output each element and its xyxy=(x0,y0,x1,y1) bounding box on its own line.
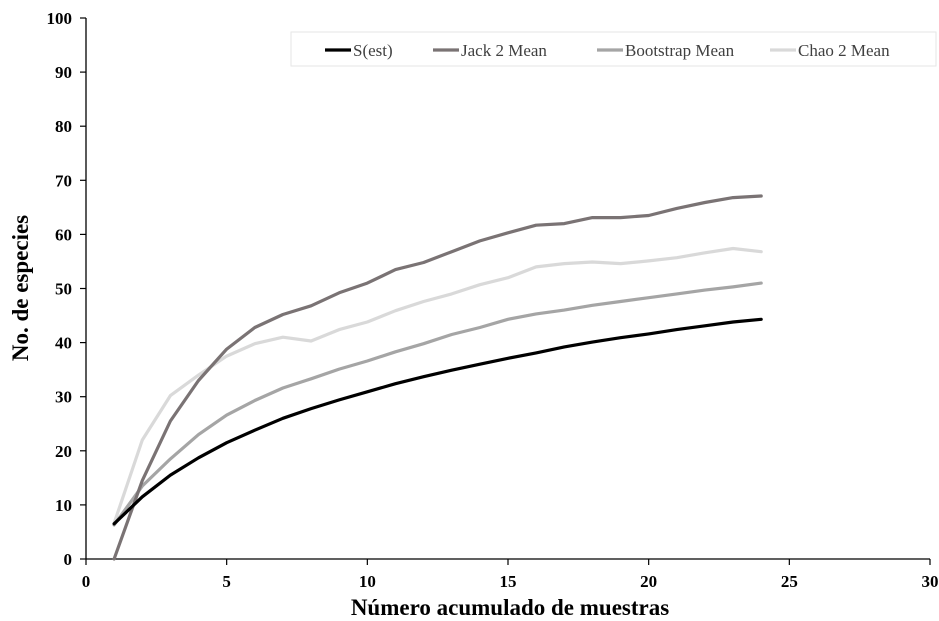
y-tick-label: 20 xyxy=(55,442,72,461)
series-lines xyxy=(112,194,763,561)
x-tick-label: 0 xyxy=(82,572,91,591)
y-tick-label: 100 xyxy=(47,9,73,28)
series-line-s-est xyxy=(112,317,763,526)
y-tick-label: 0 xyxy=(64,550,73,569)
axes: 0 10 20 30 40 50 60 70 80 90 100 0 5 10 15 20 25 30 xyxy=(47,9,939,591)
legend-label: S(est) xyxy=(353,41,393,60)
x-tick-label: 5 xyxy=(222,572,231,591)
series-line-chao-2-mean xyxy=(112,246,763,525)
y-tick-label: 90 xyxy=(55,63,72,82)
x-axis-title: Número acumulado de muestras xyxy=(351,595,669,620)
x-tick-label: 10 xyxy=(359,572,376,591)
y-tick-label: 50 xyxy=(55,280,72,299)
y-tick-label: 80 xyxy=(55,117,72,136)
x-tick-label: 30 xyxy=(922,572,939,591)
y-tick-label: 30 xyxy=(55,388,72,407)
y-axis-title: No. de especies xyxy=(8,215,33,361)
legend-label: Jack 2 Mean xyxy=(461,41,547,60)
series-line-bootstrap-mean xyxy=(112,281,763,527)
y-tick-label: 70 xyxy=(55,171,72,190)
x-tick-label: 15 xyxy=(500,572,517,591)
series-line-jack-2-mean xyxy=(112,194,763,561)
y-tick-label: 40 xyxy=(55,334,72,353)
y-tick-label: 60 xyxy=(55,225,72,244)
legend-label: Chao 2 Mean xyxy=(798,41,890,60)
x-tick-label: 25 xyxy=(781,572,798,591)
x-tick-label: 20 xyxy=(640,572,657,591)
y-tick-label: 10 xyxy=(55,496,72,515)
legend-label: Bootstrap Mean xyxy=(625,41,735,60)
legend: S(est) Jack 2 Mean Bootstrap Mean Chao 2 Me… xyxy=(290,31,937,67)
